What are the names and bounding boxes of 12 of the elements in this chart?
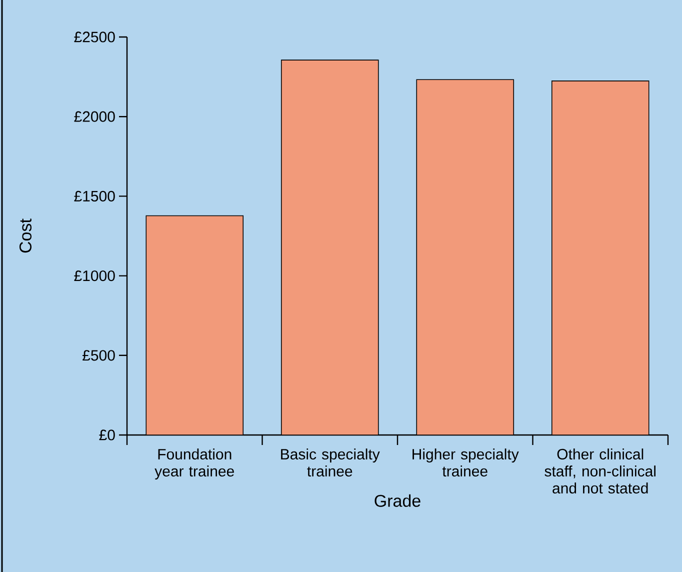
y-tick-label: £500 (82, 350, 115, 361)
y-tick-label: £1000 (74, 270, 115, 282)
x-axis-title: Grade (374, 494, 420, 507)
x-tick-label: Basic specialty trainee (281, 448, 380, 477)
y-tick-label: £2000 (74, 111, 115, 122)
x-tick-label: Foundation year trainee (154, 448, 234, 480)
y-axis-title: Cost (19, 218, 32, 253)
y-tick-label: £2500 (74, 32, 115, 42)
x-tick-label: Other clinical staff, non-clinical and not stated (544, 448, 656, 494)
y-tick-label: £1500 (74, 190, 115, 202)
x-tick-label: Higher specialty trainee (412, 448, 519, 477)
y-tick-label: £0 (99, 430, 115, 440)
